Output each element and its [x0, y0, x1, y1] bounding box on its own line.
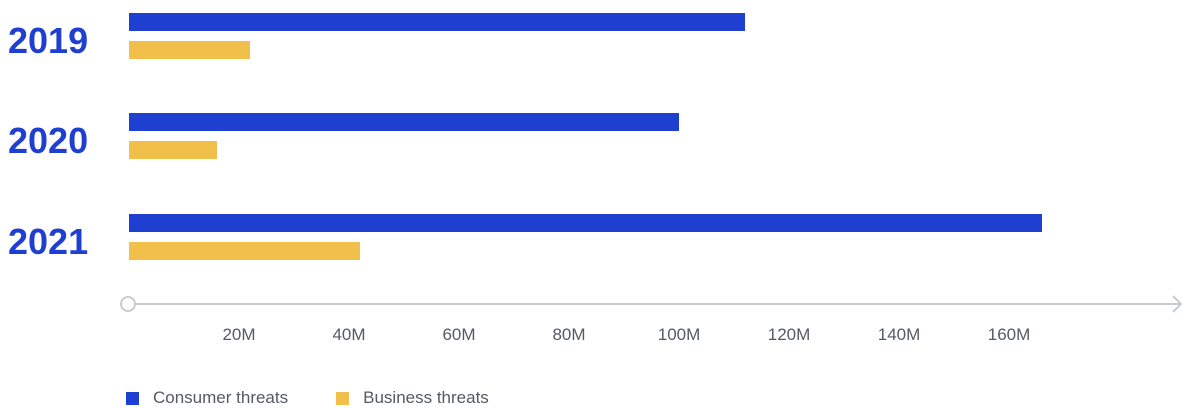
legend-label-business: Business threats: [363, 388, 489, 407]
bar-consumer-2021: [129, 214, 1042, 232]
legend-label-consumer: Consumer threats: [153, 388, 289, 407]
bar-business-2021: [129, 242, 360, 260]
year-label-2019: 2019: [8, 20, 88, 61]
x-tick-label-60M: 60M: [442, 325, 475, 344]
legend-item-consumer: Consumer threats: [126, 388, 288, 408]
x-tick-label-160M: 160M: [988, 325, 1031, 344]
legend-swatch-consumer: [126, 391, 139, 405]
year-labels: 2019 2020 2021: [8, 20, 88, 262]
bars-group: [129, 13, 1042, 260]
bar-consumer-2019: [129, 13, 745, 31]
year-label-2021: 2021: [8, 221, 88, 262]
legend-swatch-business: [336, 391, 350, 405]
x-tick-label-40M: 40M: [332, 325, 365, 344]
year-label-2020: 2020: [8, 120, 88, 161]
bar-business-2020: [129, 141, 217, 159]
axis-arrow-icon: [1172, 295, 1183, 313]
bar-business-2019: [129, 41, 250, 59]
x-tick-label-80M: 80M: [552, 325, 585, 344]
legend: Consumer threats Business threats: [126, 388, 489, 408]
bar-consumer-2020: [129, 113, 679, 131]
x-tick-label-140M: 140M: [878, 325, 921, 344]
x-axis: 20M 40M 60M 80M 100M 120M 140M 160M: [120, 295, 1183, 344]
axis-origin-circle: [120, 296, 136, 312]
legend-item-business: Business threats: [336, 388, 489, 408]
x-tick-label-20M: 20M: [222, 325, 255, 344]
x-tick-label-100M: 100M: [658, 325, 701, 344]
x-tick-label-120M: 120M: [768, 325, 811, 344]
